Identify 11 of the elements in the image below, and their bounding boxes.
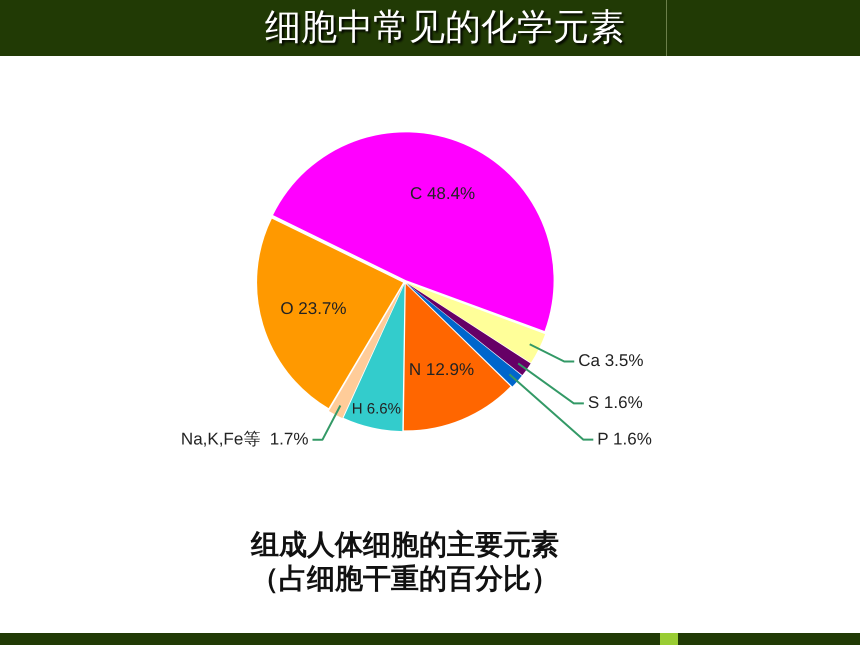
slice-label: C 48.4% [410,184,476,203]
slice-label: Ca 3.5% [578,351,644,370]
chart-title: 细胞中常见的化学元素 [264,6,626,50]
slice-label: Na,K,Fe等 1.7% [180,429,308,448]
slice-label: S 1.6% [588,393,643,412]
text: （占细胞干重的百分比） [250,562,560,596]
slice-label: O 23.7% [280,299,346,318]
slice-label: N 12.9% [408,360,474,380]
slice-label: P 1.6% [597,429,652,448]
text: 组成人体细胞的主要元素 [250,528,560,562]
slice-label: H 6.6% [352,400,401,418]
